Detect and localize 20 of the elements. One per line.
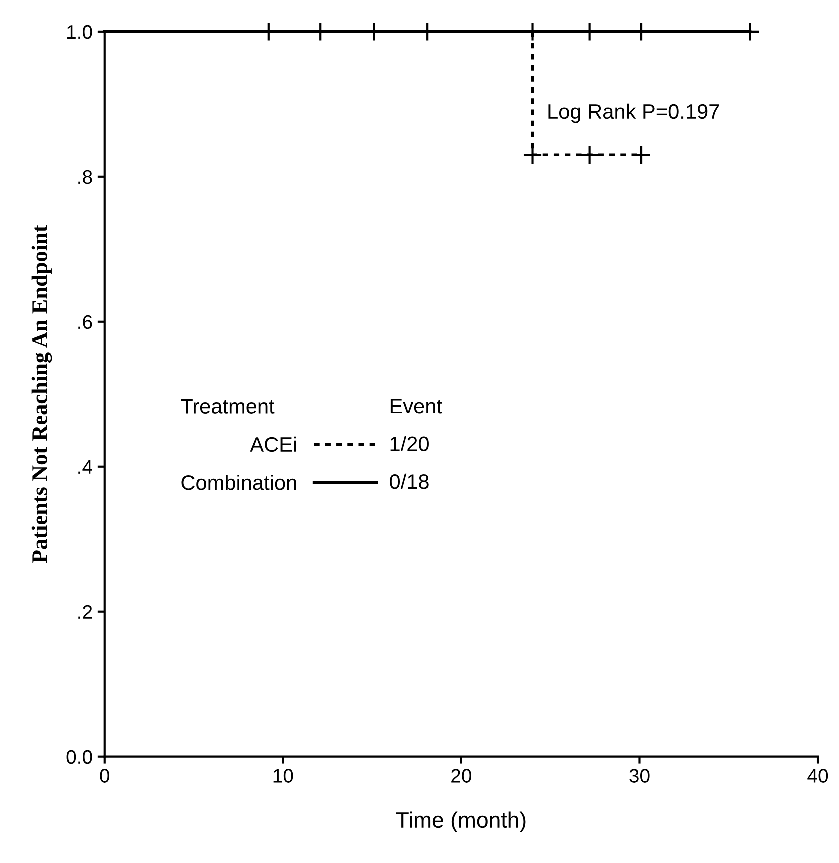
legend-label: ACEi	[250, 436, 296, 452]
x-tick-label: 30	[630, 769, 650, 783]
y-tick-label: 1.0	[68, 25, 92, 40]
annotation: Event	[390, 399, 442, 414]
y-tick-label: .2	[78, 605, 92, 619]
x-tick-label: 10	[274, 769, 294, 783]
x-tick-label: 20	[452, 769, 472, 783]
annotation: 0/18	[390, 474, 429, 490]
legend-title: Treatment	[181, 399, 275, 414]
y-axis-title: Patients Not Reaching An Endpoint	[32, 225, 52, 564]
x-tick-label: 0	[100, 769, 110, 783]
annotation: Log Rank P=0.197	[548, 104, 720, 124]
y-tick-label: .6	[78, 315, 92, 330]
y-tick-label: 0.0	[66, 750, 92, 764]
y-tick-label: .4	[78, 460, 92, 474]
x-tick-label: 40	[808, 769, 828, 783]
x-axis-title: Time (month)	[396, 812, 526, 832]
y-tick-label: .8	[78, 170, 92, 184]
legend-label: Combination	[182, 474, 296, 490]
annotation: 1/20	[390, 436, 429, 452]
